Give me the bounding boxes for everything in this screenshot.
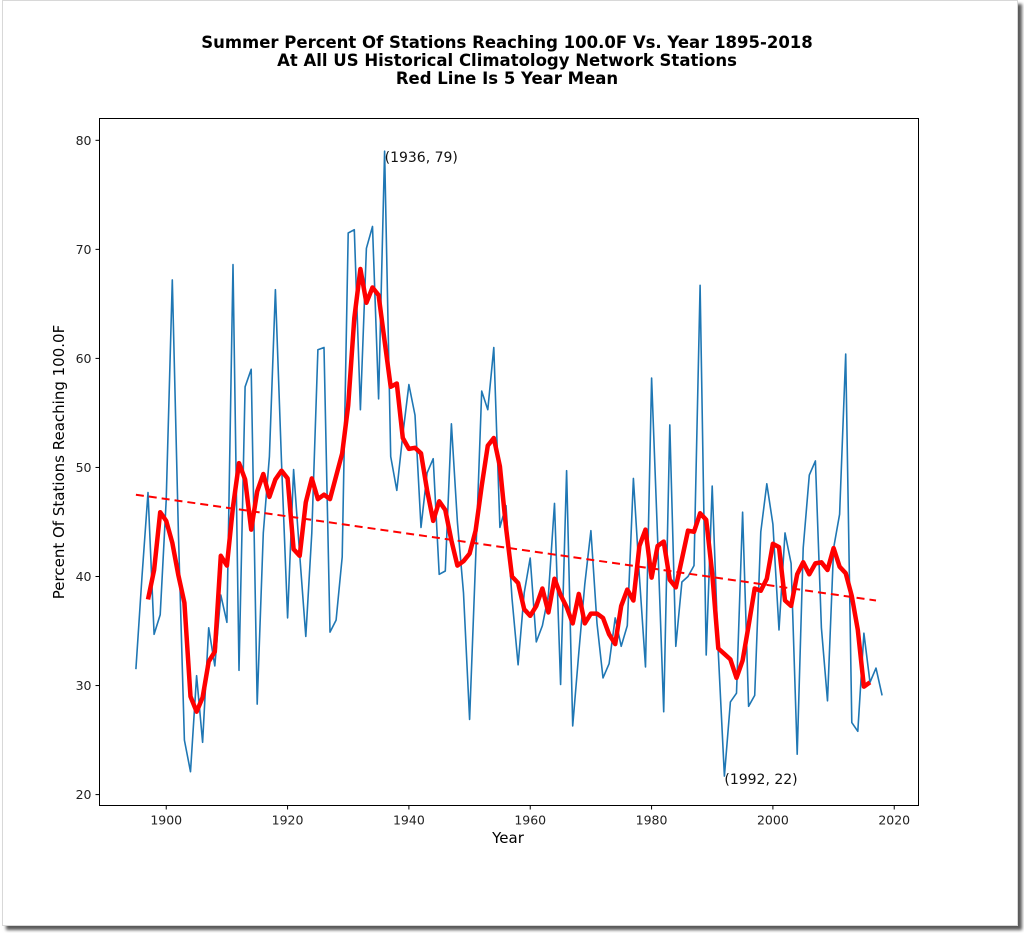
y-tick-label: 30 bbox=[76, 678, 92, 693]
annual-series-line bbox=[135, 150, 883, 777]
title-line-2: At All US Historical Climatology Network… bbox=[277, 51, 737, 70]
y-tick-label: 70 bbox=[76, 242, 92, 257]
title-line-1: Summer Percent Of Stations Reaching 100.… bbox=[201, 33, 813, 52]
chart-title: Summer Percent Of Stations Reaching 100.… bbox=[201, 33, 813, 88]
x-tick-label: 1920 bbox=[272, 813, 304, 828]
y-axis-label: Percent Of Stations Reaching 100.0F bbox=[50, 325, 68, 599]
x-axis: 1900 1920 1940 1960 1980 2000 2020 bbox=[150, 805, 910, 828]
x-axis-label: Year bbox=[491, 829, 525, 847]
axes-frame bbox=[99, 118, 919, 806]
trend-line bbox=[135, 493, 877, 602]
point-annotation: (1992, 22) bbox=[724, 772, 797, 788]
y-tick-label: 50 bbox=[76, 460, 92, 475]
x-tick-label: 1900 bbox=[150, 813, 182, 828]
x-tick-label: 2020 bbox=[878, 813, 910, 828]
x-tick-label: 1980 bbox=[636, 813, 668, 828]
five-year-mean-line bbox=[145, 266, 872, 714]
annotations: (1936, 79) (1992, 22) bbox=[385, 150, 798, 788]
y-tick-label: 20 bbox=[76, 787, 92, 802]
y-tick-label: 40 bbox=[76, 569, 92, 584]
x-tick-label: 1940 bbox=[393, 813, 425, 828]
y-tick-label: 80 bbox=[76, 133, 92, 148]
x-tick-label: 1960 bbox=[514, 813, 546, 828]
point-annotation: (1936, 79) bbox=[385, 150, 458, 166]
series-layer bbox=[135, 150, 883, 777]
x-tick-label: 2000 bbox=[757, 813, 789, 828]
title-line-3: Red Line Is 5 Year Mean bbox=[396, 69, 618, 88]
y-tick-label: 60 bbox=[76, 351, 92, 366]
y-axis: 20 30 40 50 60 70 80 bbox=[76, 133, 100, 802]
